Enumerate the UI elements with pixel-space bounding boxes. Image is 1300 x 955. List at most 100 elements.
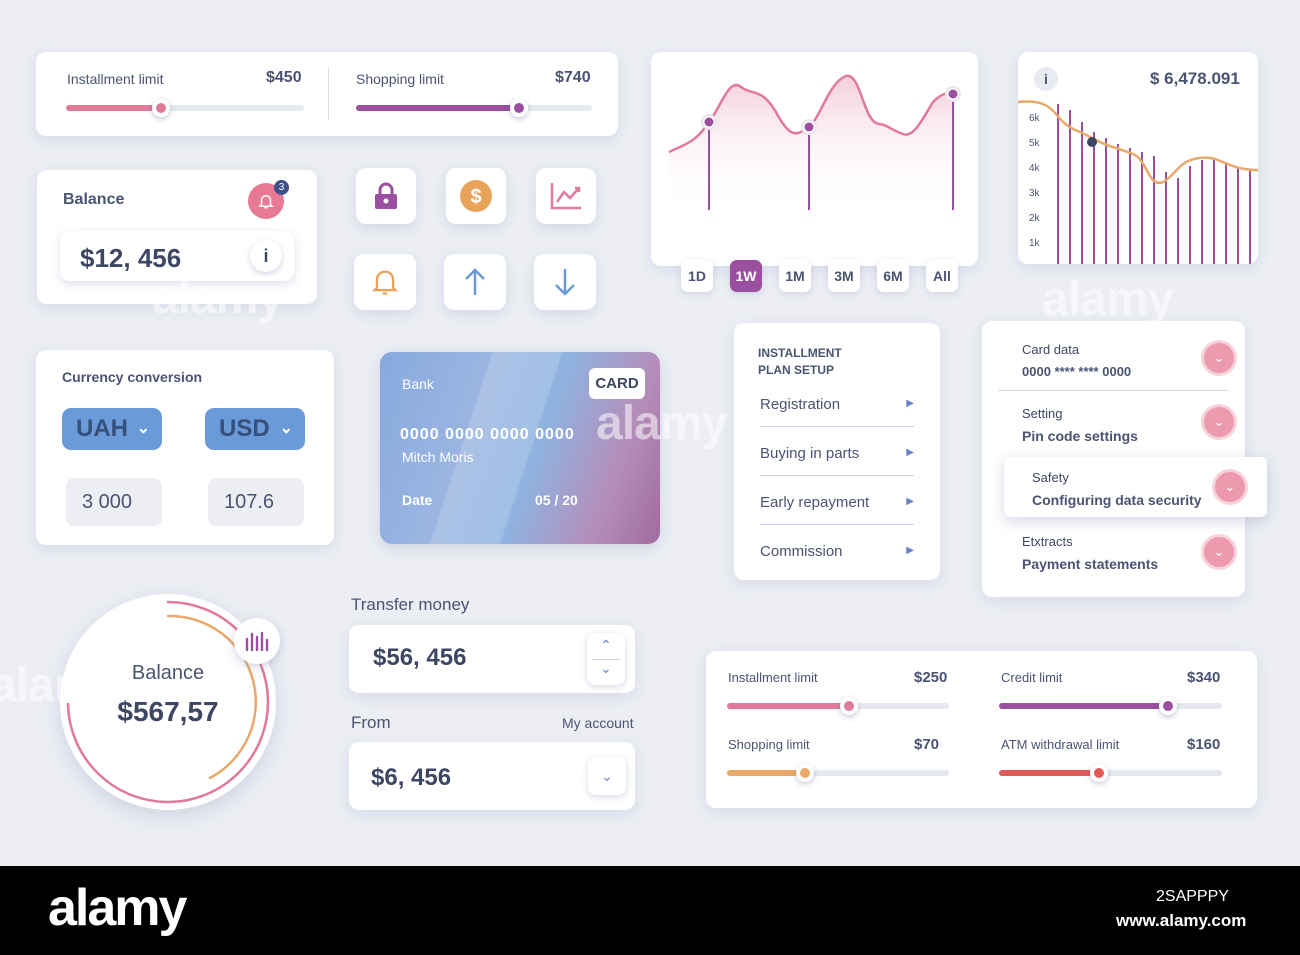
setting-label-safety: Safety xyxy=(1032,470,1069,485)
from-account-amount: $6, 456 xyxy=(371,764,452,791)
menu-divider xyxy=(760,475,914,476)
card-holder: Mitch Moris xyxy=(402,449,474,465)
watermark: alamy xyxy=(596,397,728,450)
bank-card[interactable]: Bank CARD 0000 0000 0000 0000 Mitch Mori… xyxy=(380,352,660,544)
chevron-down-icon: ⌄ xyxy=(1213,350,1225,365)
chevron-right-icon: ▶ xyxy=(906,545,914,556)
shopping-limit-slider[interactable] xyxy=(727,764,949,782)
menu-item-buying-in-parts[interactable]: Buying in parts ▶ xyxy=(760,445,914,462)
stats-button[interactable] xyxy=(234,618,280,664)
menu-divider xyxy=(760,524,914,525)
menu-divider xyxy=(760,426,914,427)
limit-label: Credit limit xyxy=(1001,670,1063,685)
range-1w-button[interactable]: 1W xyxy=(730,260,762,292)
atm-withdrawal-limit-slider[interactable] xyxy=(999,764,1222,782)
shopping-limit-fill xyxy=(356,105,519,111)
divider xyxy=(328,68,329,120)
footer-bar: alamy 2SAPPPY www.alamy.com xyxy=(0,866,1300,955)
watermark: alamy xyxy=(0,659,122,712)
chevron-down-icon[interactable]: ⌄ xyxy=(600,660,612,676)
to-amount-input[interactable]: 107.6 xyxy=(208,478,304,526)
bell-icon xyxy=(371,270,399,295)
menu-item-commission[interactable]: Commission ▶ xyxy=(760,543,914,560)
chevron-up-icon[interactable]: ⌃ xyxy=(600,637,612,653)
settings-item-safety-highlighted[interactable]: Safety Configuring data security ⌄ xyxy=(1004,457,1267,517)
setting-label-card-data: Card data xyxy=(1022,342,1080,357)
slider-fill xyxy=(999,703,1169,709)
range-1m-button[interactable]: 1M xyxy=(779,260,811,292)
amount-stepper[interactable]: ⌃ ⌄ xyxy=(587,633,625,685)
shopping-limit-value: $740 xyxy=(555,69,591,86)
y-tick-6k: 6k xyxy=(1029,113,1040,124)
shopping-limit-slider[interactable] xyxy=(356,99,592,117)
chevron-down-icon: ⌄ xyxy=(1224,479,1236,494)
installment-limit-knob[interactable] xyxy=(152,99,171,117)
account-select-button[interactable]: ⌄ xyxy=(588,757,626,795)
expand-pin-button[interactable]: ⌄ xyxy=(1204,407,1234,437)
to-currency-select[interactable]: USD ⌄ xyxy=(205,408,305,450)
installment-plan-menu: INSTALLMENT PLAN SETUP Registration ▶ Buy… xyxy=(734,323,940,580)
slider-knob[interactable] xyxy=(1159,697,1178,715)
range-3m-button[interactable]: 3M xyxy=(828,260,860,292)
menu-item-registration[interactable]: Registration ▶ xyxy=(760,396,914,413)
range-1d-button[interactable]: 1D xyxy=(681,260,713,292)
slider-knob[interactable] xyxy=(1090,764,1109,782)
limits-panel-top: Installment limit $450 Shopping limit $7… xyxy=(36,52,618,136)
limit-value: $70 xyxy=(914,736,940,753)
notification-bell-button[interactable]: 3 xyxy=(248,180,289,219)
bell-icon xyxy=(258,195,274,209)
card-expiry: 05 / 20 xyxy=(535,492,578,508)
slider-fill xyxy=(727,703,850,709)
chart-button[interactable] xyxy=(536,168,596,224)
range-all-button[interactable]: All xyxy=(926,260,958,292)
installment-limit-slider[interactable] xyxy=(66,99,304,117)
installment-limit-slider[interactable] xyxy=(727,697,949,715)
menu-item-label: Registration xyxy=(760,396,841,413)
expand-safety-button[interactable]: ⌄ xyxy=(1215,472,1245,502)
range-6m-button[interactable]: 6M xyxy=(877,260,909,292)
info-button[interactable]: i xyxy=(1034,67,1058,91)
bar-chart-total: $ 6,478.091 xyxy=(1150,69,1240,88)
bar-chart-marker[interactable] xyxy=(1087,137,1097,147)
expand-statements-button[interactable]: ⌄ xyxy=(1204,537,1234,567)
balance-circle-widget: Balance $567,57 xyxy=(60,594,280,810)
menu-item-label: Buying in parts xyxy=(760,445,860,462)
info-button[interactable]: i xyxy=(250,240,282,272)
lock-button[interactable] xyxy=(356,168,416,224)
chevron-right-icon: ▶ xyxy=(906,447,914,458)
currency-conversion-card: Currency conversion UAH ⌄ USD ⌄ 3 000 10… xyxy=(36,350,334,545)
balance-circle-amount: $567,57 xyxy=(117,696,219,727)
footer-logo: alamy xyxy=(48,879,187,937)
expand-card-data-button[interactable]: ⌄ xyxy=(1204,343,1234,373)
send-up-button[interactable] xyxy=(444,254,506,310)
slider-knob[interactable] xyxy=(840,697,859,715)
bell-button[interactable] xyxy=(354,254,416,310)
setting-label-statements: Etxtracts xyxy=(1022,534,1073,549)
bank-name: Bank xyxy=(402,376,434,392)
chevron-right-icon: ▶ xyxy=(906,496,914,507)
line-chart-card: 1D 1W 1M 3M 6M All xyxy=(651,52,978,292)
chevron-down-icon: ⌄ xyxy=(279,420,293,437)
balance-progress-ring xyxy=(66,600,270,804)
receive-down-button[interactable] xyxy=(534,254,596,310)
from-currency-select[interactable]: UAH ⌄ xyxy=(62,408,162,450)
from-account-field[interactable]: $6, 456 ⌄ xyxy=(349,742,635,810)
menu-item-label: Early repayment xyxy=(760,494,870,511)
menu-item-early-repayment[interactable]: Early repayment ▶ xyxy=(760,494,914,511)
transfer-amount-field[interactable]: $56, 456 ⌃ ⌄ xyxy=(349,625,635,693)
from-amount-input[interactable]: 3 000 xyxy=(66,478,162,526)
credit-limit-slider[interactable] xyxy=(999,697,1222,715)
balance-card: Balance 3 $12, 456 i xyxy=(37,170,317,304)
bar-chart xyxy=(1018,100,1258,264)
balance-title: Balance xyxy=(63,191,125,208)
dollar-button[interactable]: $ xyxy=(446,168,506,224)
menu-title-line2: PLAN SETUP xyxy=(758,363,835,377)
y-tick-5k: 5k xyxy=(1029,138,1040,149)
y-tick-2k: 2k xyxy=(1029,213,1040,224)
shopping-limit-knob[interactable] xyxy=(509,99,528,117)
from-label: From xyxy=(351,713,391,732)
chevron-down-icon: ⌄ xyxy=(601,767,613,784)
line-chart-line xyxy=(668,74,954,154)
slider-knob[interactable] xyxy=(795,764,814,782)
from-currency-value: UAH xyxy=(76,415,128,442)
